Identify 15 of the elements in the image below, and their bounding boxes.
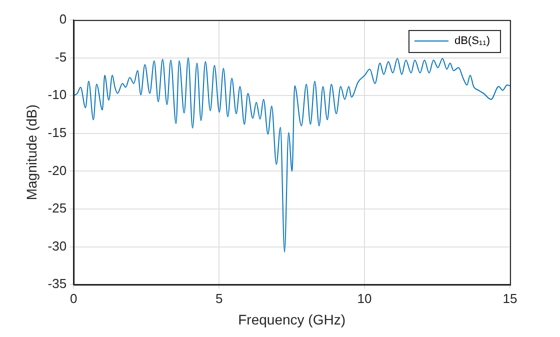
y-tick-label: -10 [48, 87, 67, 102]
x-axis-title: Frequency (GHz) [238, 311, 346, 328]
y-axis-title: Magnitude (dB) [23, 104, 40, 200]
y-tick-label: -15 [48, 124, 67, 140]
y-tick-label: -5 [55, 49, 67, 64]
legend-label: dB(S₁₁) [454, 35, 490, 48]
x-tick-label: 15 [502, 290, 518, 306]
y-tick-label: 0 [59, 12, 67, 27]
x-tick-label: 10 [357, 290, 372, 306]
y-tick-label: -20 [48, 162, 67, 178]
y-tick-label: -25 [48, 200, 67, 216]
y-tick-label: -35 [48, 276, 67, 292]
y-tick-label: -30 [48, 238, 67, 254]
x-tick-label: 5 [215, 290, 223, 306]
x-tick-label: 0 [70, 290, 78, 306]
